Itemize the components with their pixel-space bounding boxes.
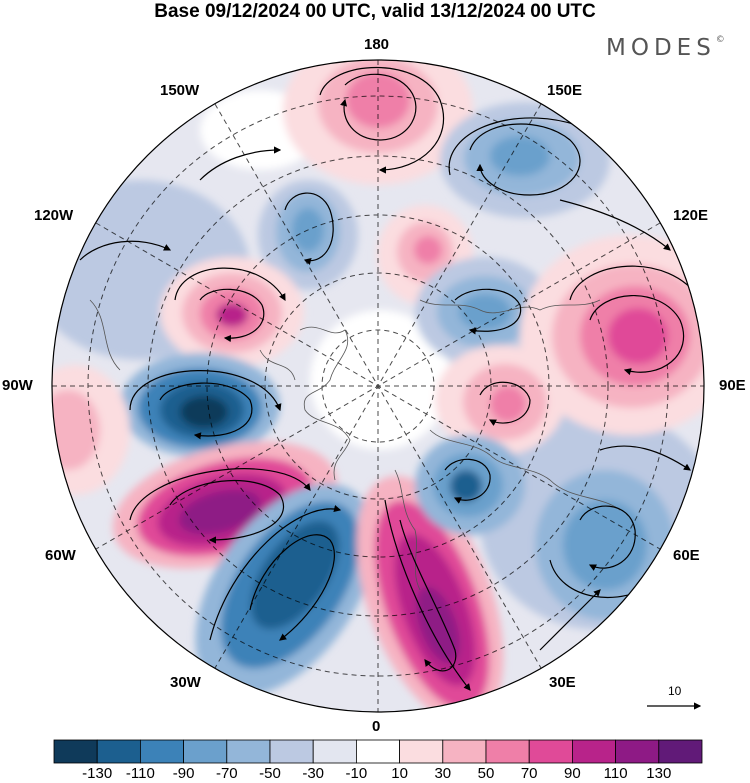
colorbar-tick-label: 50 <box>477 765 495 782</box>
colorbar-swatch <box>139 739 184 764</box>
colorbar-tick-label: 130 <box>646 765 672 782</box>
colorbar-swatch <box>183 739 228 764</box>
colorbar-swatch <box>96 739 141 764</box>
colorbar-swatch <box>269 739 314 764</box>
lon-label-60W: 60W <box>45 547 76 564</box>
anomaly-high-100W-edge <box>52 365 130 495</box>
colorbar-swatch <box>53 739 98 764</box>
colorbar <box>53 739 703 764</box>
coastlines <box>89 299 621 591</box>
colorbar-swatch <box>355 739 400 764</box>
anomaly-high-110W <box>160 257 304 367</box>
colorbar-swatch <box>442 739 487 764</box>
anomaly-low-45E <box>415 435 525 535</box>
colorbar-tick-label: -70 <box>215 765 238 782</box>
colorbar-tick-label: -110 <box>125 765 155 782</box>
lon-label-90E: 90E <box>719 377 746 394</box>
colorbar-tick-label: 70 <box>520 765 538 782</box>
lon-label-30W: 30W <box>170 674 201 691</box>
lon-label-150E: 150E <box>547 82 583 99</box>
colorbar-swatch <box>312 739 357 764</box>
lon-label-120E: 120E <box>673 207 709 224</box>
lon-label-90W: 90W <box>2 377 33 394</box>
colorbar-tick-label: -50 <box>259 765 281 782</box>
anomaly-high-85E <box>435 345 565 455</box>
lon-label-180: 180 <box>364 36 390 53</box>
anomaly-low-150E <box>440 102 610 218</box>
lon-label-0: 0 <box>372 718 381 735</box>
colorbar-tick-label: 110 <box>603 765 628 782</box>
colorbar-swatch <box>615 739 660 764</box>
anomaly-high-115E <box>520 235 704 435</box>
colorbar-swatch <box>658 739 703 764</box>
map-boundary <box>51 59 705 713</box>
anomaly-low-135W <box>258 180 358 290</box>
colorbar-swatch <box>485 739 530 764</box>
colorbar-tick-label: -30 <box>302 765 325 782</box>
lon-label-150W: 150W <box>160 82 200 99</box>
colorbar-tick-label: 90 <box>564 765 581 782</box>
colorbar-swatch <box>399 739 444 764</box>
colorbar-swatch <box>572 739 617 764</box>
colorbar-tick-label: -10 <box>345 765 368 782</box>
colorbar-tick-label: 30 <box>434 765 452 782</box>
colorbar-tick-label: -130 <box>82 765 113 782</box>
vector-scale-label: 10 <box>668 684 682 698</box>
lon-label-60E: 60E <box>673 547 700 564</box>
modes-logo: MODES© <box>606 35 725 61</box>
anomaly-field <box>52 60 704 712</box>
lon-label-120W: 120W <box>34 207 74 224</box>
colorbar-tick-label: -90 <box>172 765 195 782</box>
colorbar-swatch <box>528 739 573 764</box>
anomaly-low-85W <box>120 353 280 457</box>
colorbar-tick-label: 10 <box>391 765 408 782</box>
map-title: Base 09/12/2024 00 UTC, valid 13/12/2024… <box>154 1 596 22</box>
lon-label-30E: 30E <box>549 674 576 691</box>
colorbar-swatch <box>226 739 271 764</box>
